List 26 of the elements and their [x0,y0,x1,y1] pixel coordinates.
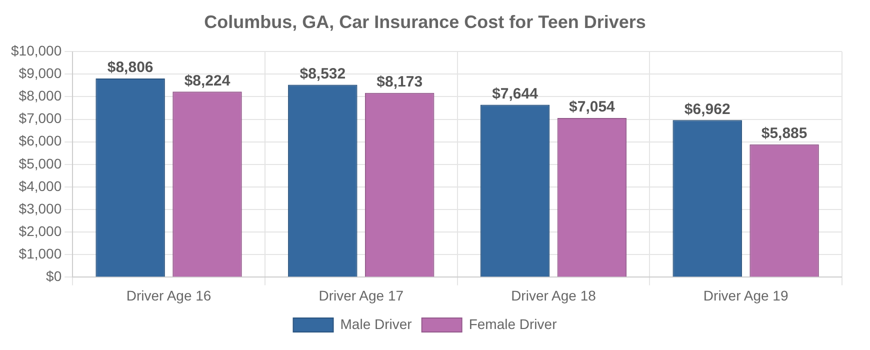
y-tick-label: $5,000 [18,155,62,172]
x-tick-label: Driver Age 19 [703,287,788,304]
data-label: $7,644 [492,85,539,102]
y-tick-label: $2,000 [18,222,62,239]
y-tick-label: $6,000 [18,132,62,149]
data-label: $6,962 [684,100,730,118]
legend-label: Female Driver [468,316,558,332]
data-label: $8,806 [107,59,154,76]
legend-label: Male Driver [340,316,412,332]
data-label: $7,054 [569,98,616,116]
data-label: $5,885 [761,125,808,142]
chart-title: Columbus, GA, Car Insurance Cost for Teen Drivers [204,12,646,32]
y-tick-label: $4,000 [18,178,62,194]
y-tick-label: $10,000 [10,42,62,58]
y-tick-label: $9,000 [18,65,62,82]
x-tick-label: Driver Age 16 [126,287,212,304]
data-label: $8,532 [300,65,346,82]
y-tick-label: $3,000 [18,200,62,216]
y-tick-label: $8,000 [18,88,62,104]
y-tick-label: $1,000 [18,246,62,262]
data-label: $8,173 [376,73,423,90]
y-tick-label: $7,000 [18,110,62,126]
x-tick-label: Driver Age 18 [511,287,596,304]
y-tick-label: $0 [46,268,62,284]
x-tick-label: Driver Age 17 [318,287,404,304]
data-label: $8,224 [184,72,231,90]
